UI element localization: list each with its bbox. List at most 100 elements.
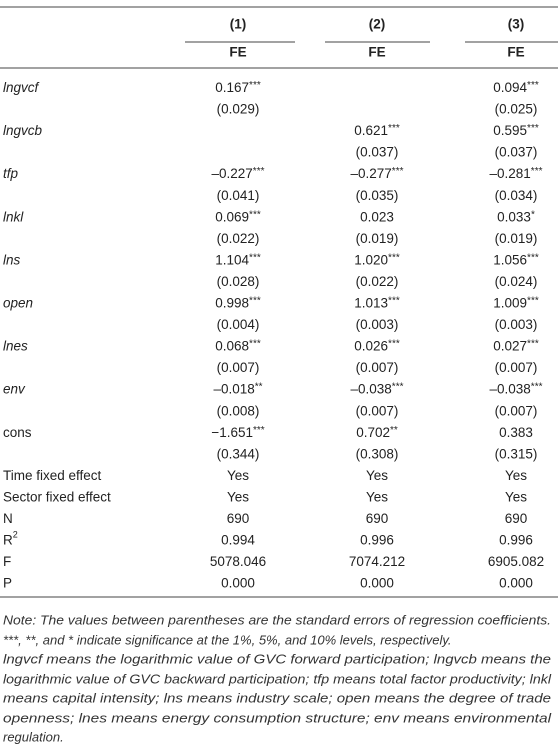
row-label-text: lngvcf	[3, 80, 40, 95]
cell-value: 7074.212	[349, 554, 405, 569]
cell-value: 690	[227, 511, 250, 526]
significance-stars: ***	[253, 166, 265, 177]
cell: 0.000	[499, 575, 533, 590]
cell: 0.027***	[493, 338, 539, 353]
cell: 0.068***	[215, 338, 261, 353]
cell: 0.000	[360, 575, 394, 590]
row-label-text: env	[3, 381, 26, 396]
row-label-text: N	[3, 511, 13, 526]
cell-value: (0.025)	[495, 101, 538, 116]
column-header: (1)	[230, 17, 247, 32]
cell: –0.038***	[490, 381, 543, 396]
note-line: means capital intensity; lns means indus…	[3, 690, 551, 705]
cell: (0.003)	[356, 317, 399, 332]
cell-value: 690	[366, 511, 389, 526]
cell: (0.007)	[356, 360, 399, 375]
method-header: FE	[368, 45, 385, 60]
cell: (0.019)	[356, 230, 399, 245]
row-label-text: lnkl	[3, 209, 24, 224]
significance-stars: ***	[531, 381, 543, 392]
cell-value: (0.344)	[217, 446, 260, 461]
cell-value: 1.020	[354, 252, 388, 267]
column-header: (3)	[508, 17, 525, 32]
significance-stars: ***	[388, 295, 400, 306]
cell-value: (0.007)	[495, 403, 538, 418]
method-header: FE	[229, 45, 246, 60]
cell-value: (0.003)	[356, 317, 399, 332]
cell-value: (0.024)	[495, 274, 538, 289]
cell: (0.019)	[495, 230, 538, 245]
cell-value: −1.651	[211, 424, 253, 439]
cell-value: 0.000	[221, 575, 255, 590]
row-label: tfp	[3, 166, 19, 181]
cell-value: 0.000	[360, 575, 394, 590]
row-label-text: lnes	[3, 338, 28, 353]
row-label: lngvcb	[3, 123, 43, 138]
cell-value: (0.007)	[356, 403, 399, 418]
row-label-text: F	[3, 554, 11, 569]
cell: (0.022)	[217, 230, 260, 245]
cell: 7074.212	[349, 554, 405, 569]
cell: 0.595***	[493, 123, 539, 138]
note-line: openness; lnes means energy consumption …	[3, 710, 552, 725]
cell-value: 0.069	[215, 209, 249, 224]
cell-value: 5078.046	[210, 554, 266, 569]
cell-value: (0.007)	[495, 360, 538, 375]
cell-value: –0.281	[490, 166, 531, 181]
row-label: open	[3, 295, 33, 310]
cell-value: (0.007)	[356, 360, 399, 375]
cell: 6905.082	[488, 554, 544, 569]
cell-value: (0.004)	[217, 317, 260, 332]
cell-value: 0.033	[497, 209, 531, 224]
cell-value: Yes	[505, 489, 527, 504]
cell-value: 0.026	[354, 338, 388, 353]
cell-value: 690	[505, 511, 528, 526]
cell-value: Yes	[227, 467, 249, 482]
cell-value: (0.003)	[495, 317, 538, 332]
cell-value: 0.023	[360, 209, 394, 224]
cell-value: 0.996	[499, 532, 533, 547]
significance-stars: ***	[392, 166, 404, 177]
row-label-sup: 2	[13, 530, 18, 540]
cell-value: (0.022)	[217, 230, 260, 245]
cell-value: 0.996	[360, 532, 394, 547]
cell-value: 0.383	[499, 424, 533, 439]
note-line: Note: The values between parentheses are…	[3, 612, 551, 627]
row-label-text: tfp	[3, 166, 19, 181]
cell-value: 1.056	[493, 252, 527, 267]
cell: 690	[366, 511, 389, 526]
cell-value: (0.315)	[495, 446, 538, 461]
cell: Yes	[227, 467, 249, 482]
row-label-text: cons	[3, 424, 32, 439]
cell: (0.037)	[356, 144, 399, 159]
row-label-text: open	[3, 295, 33, 310]
significance-stars: ***	[527, 338, 539, 349]
cell: 1.104***	[215, 252, 261, 267]
note-line: logarithmic value of GVC backward partic…	[3, 671, 552, 686]
cell-value: –0.277	[351, 166, 392, 181]
cell: 0.621***	[354, 123, 400, 138]
cell: 690	[227, 511, 250, 526]
significance-stars: ***	[531, 166, 543, 177]
cell-value: (0.029)	[217, 101, 260, 116]
cell: Yes	[366, 489, 388, 504]
significance-stars: ***	[249, 338, 261, 349]
row-label: P	[3, 575, 12, 590]
cell: (0.008)	[217, 403, 260, 418]
cell: 0.167***	[215, 80, 261, 95]
significance-stars: ***	[527, 80, 539, 91]
cell: 0.996	[499, 532, 533, 547]
cell: (0.315)	[495, 446, 538, 461]
row-label: R2	[3, 530, 18, 547]
row-label-text: Sector fixed effect	[3, 489, 111, 504]
cell: 0.033*	[497, 209, 535, 224]
cell-value: –0.038	[490, 381, 531, 396]
cell-value: (0.308)	[356, 446, 399, 461]
row-label: lns	[3, 252, 21, 267]
cell-value: (0.037)	[356, 144, 399, 159]
cell-value: 0.094	[493, 80, 527, 95]
cell: (0.003)	[495, 317, 538, 332]
cell: (0.037)	[495, 144, 538, 159]
row-label: lnes	[3, 338, 28, 353]
cell-value: Yes	[505, 467, 527, 482]
